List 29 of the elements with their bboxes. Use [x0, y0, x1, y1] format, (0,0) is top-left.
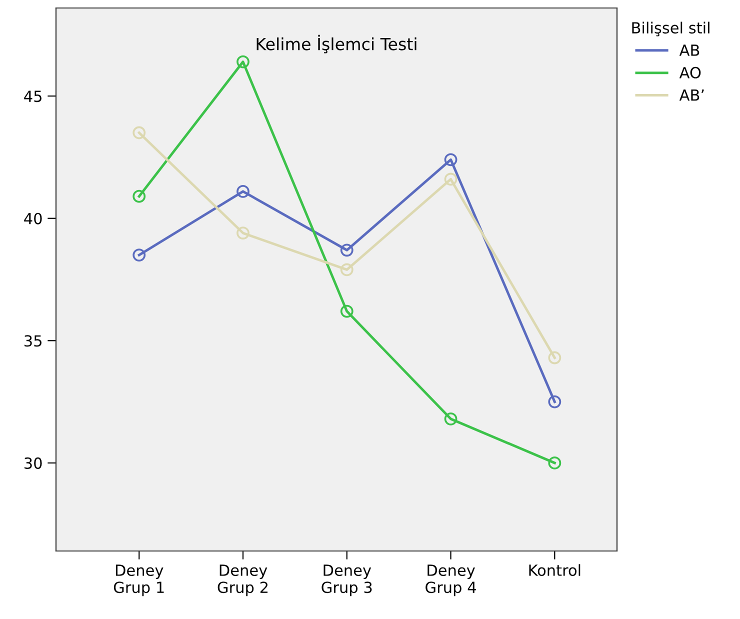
x-tick-label: Deney Grup 2 — [218, 564, 268, 596]
point — [340, 304, 354, 318]
point — [132, 248, 146, 262]
legend-label: AO — [679, 66, 701, 78]
legend-title: Bilişsel stil — [632, 22, 710, 36]
legend-label: AB — [679, 44, 700, 56]
y-tick-label: 35 — [24, 335, 42, 347]
point — [444, 153, 458, 166]
point — [548, 351, 562, 364]
point — [548, 395, 562, 408]
x-tick-label: Kontrol — [529, 564, 580, 576]
text: Kelime İşlemci Testi — [256, 34, 416, 54]
y-tick-label: 30 — [24, 457, 42, 469]
y-tick-label: 40 — [24, 212, 42, 224]
point — [444, 172, 458, 186]
point — [340, 263, 354, 276]
point — [236, 226, 250, 240]
point — [548, 456, 562, 470]
x-tick-label: Deney Grup 4 — [426, 564, 476, 596]
legend-label: AB’ — [679, 89, 704, 101]
point — [132, 190, 146, 203]
point — [132, 126, 146, 140]
point — [444, 412, 458, 426]
y-tick-label: 45 — [24, 90, 42, 102]
x-tick-label: Deney Grup 3 — [322, 564, 372, 596]
x-tick-label: Deney Grup 1 — [114, 564, 164, 596]
point — [340, 244, 354, 257]
point — [236, 184, 250, 198]
point — [236, 55, 250, 68]
